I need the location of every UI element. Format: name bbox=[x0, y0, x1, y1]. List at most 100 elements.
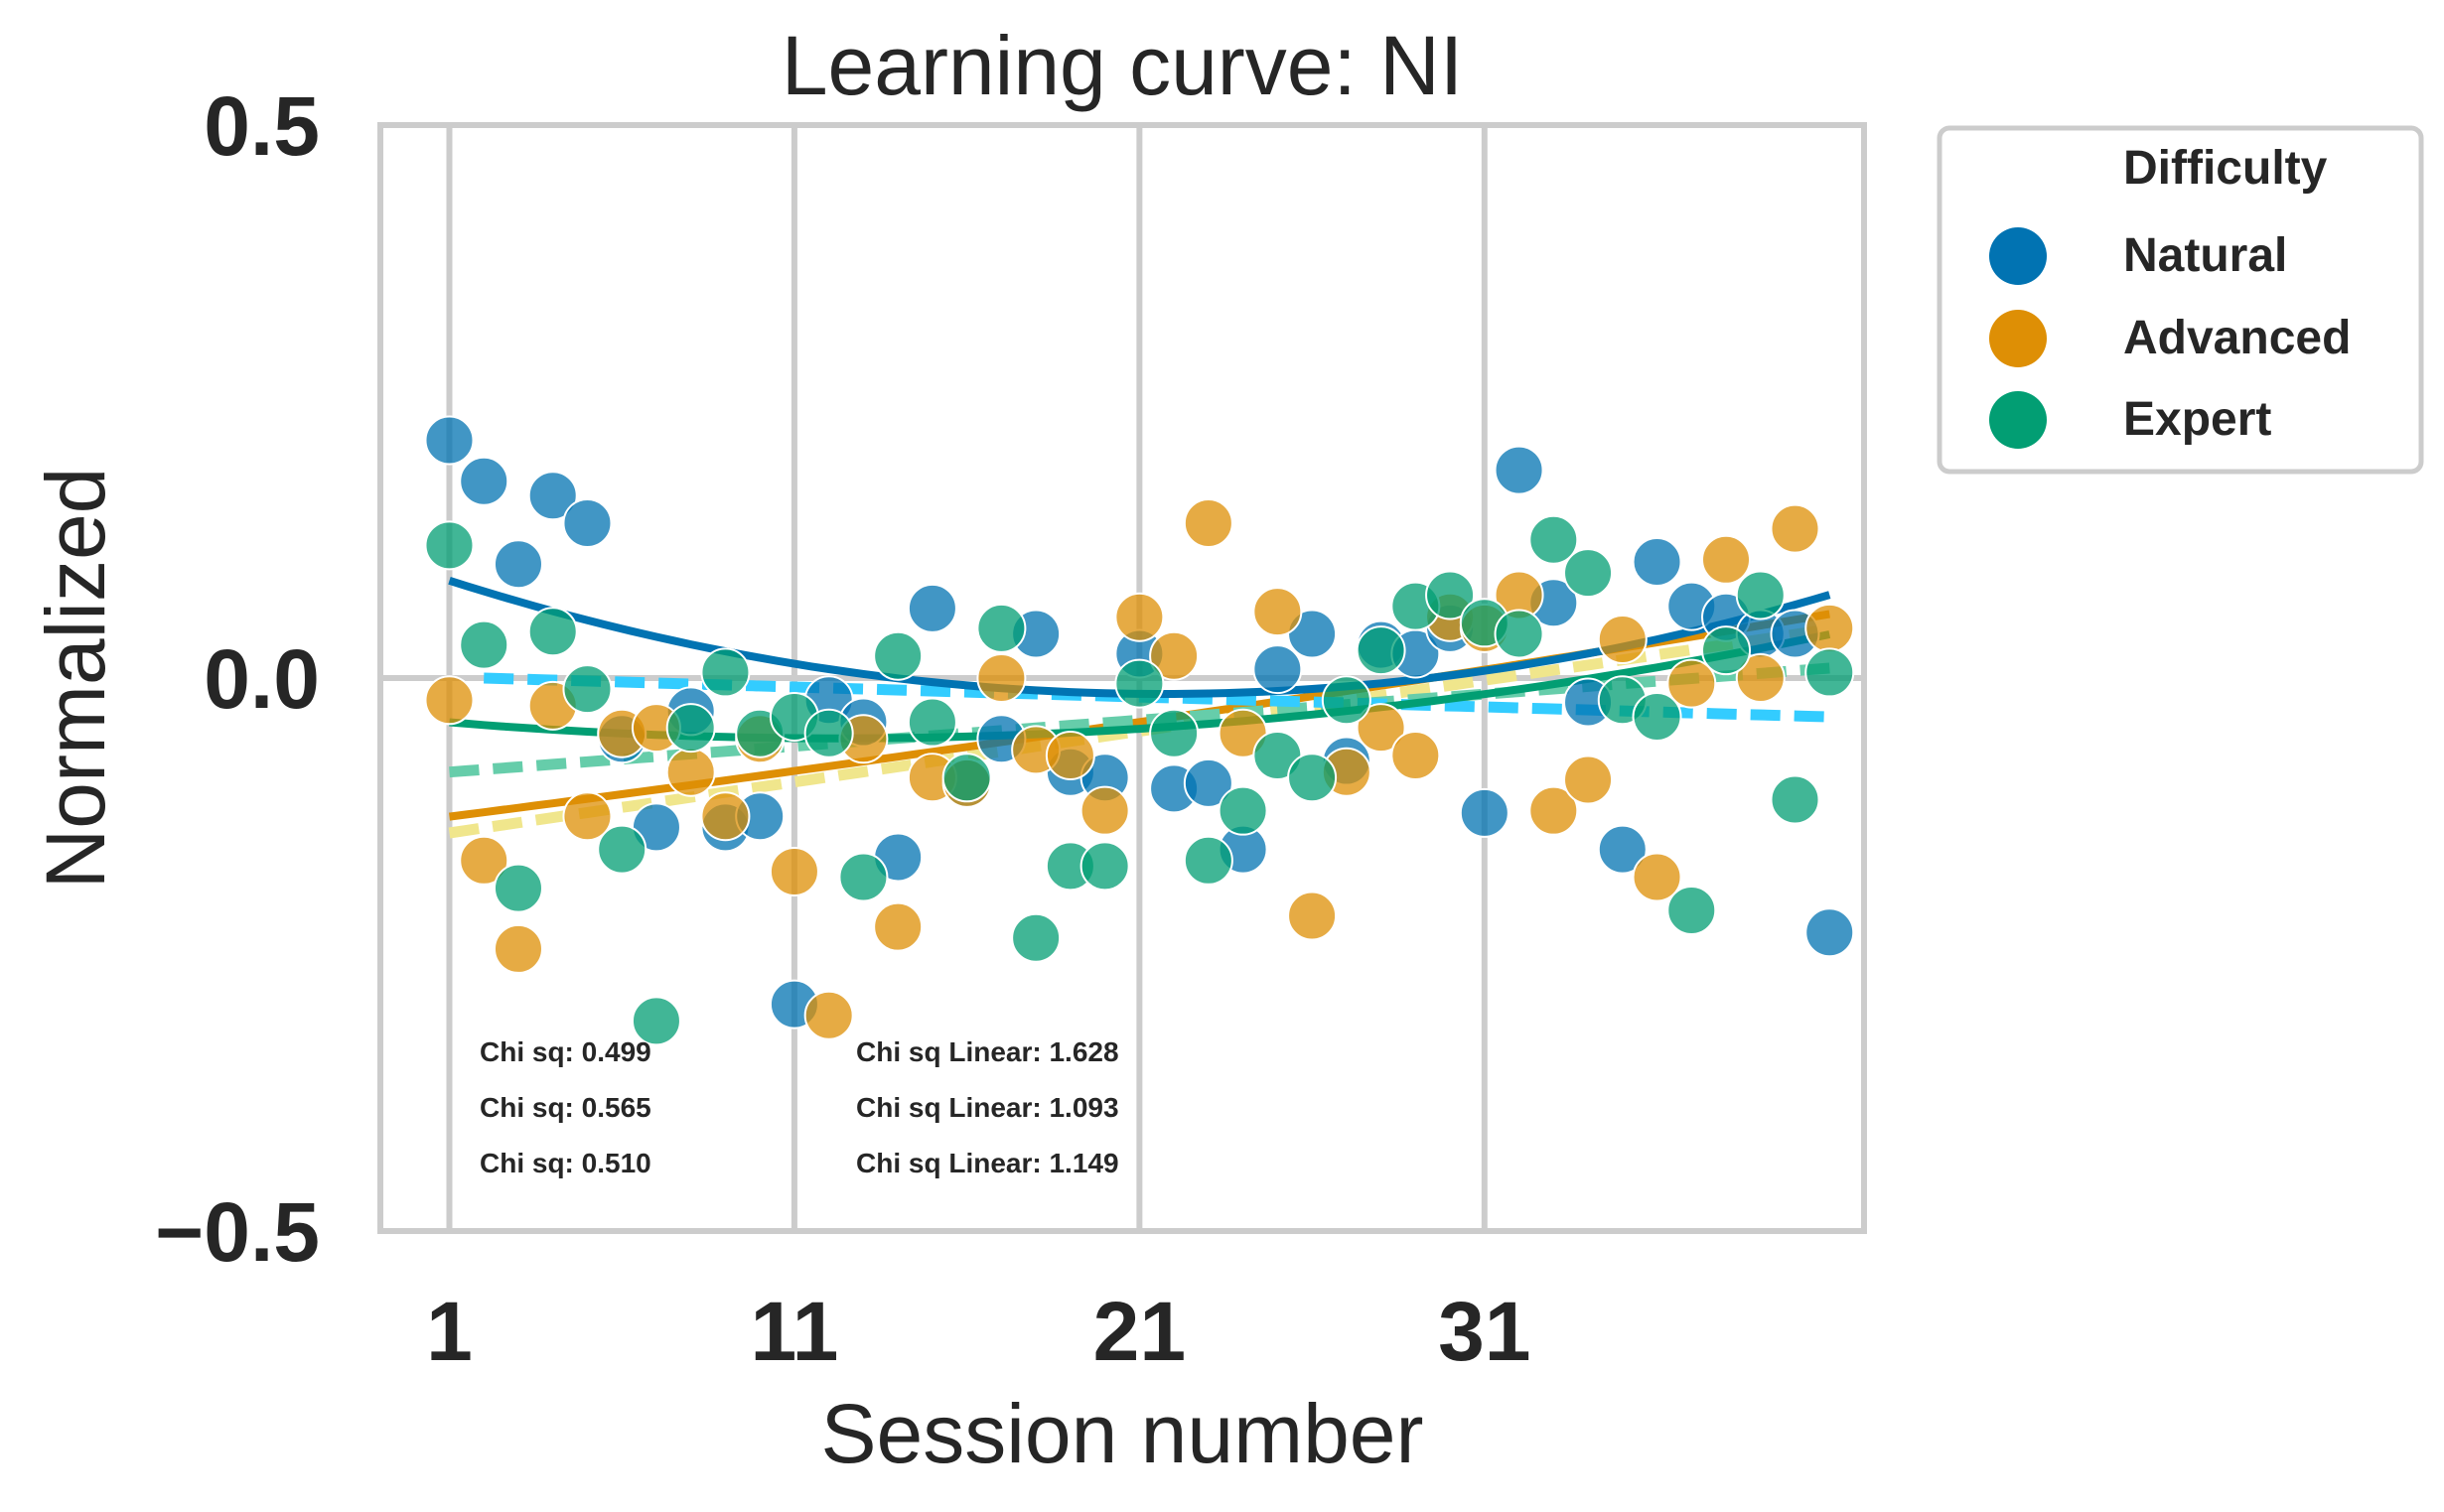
point-expert-15 bbox=[907, 697, 957, 748]
y-tick-label-0-5: 0.5 bbox=[204, 79, 320, 173]
chi-sq-annotations: Chi sq: 0.499 Chi sq: 0.565 Chi sq: 0.51… bbox=[480, 1036, 1119, 1178]
point-expert-39 bbox=[1735, 570, 1786, 620]
point-expert-3 bbox=[493, 863, 543, 913]
point-natural-36 bbox=[1632, 537, 1682, 588]
y-axis-label: Normalized bbox=[29, 468, 122, 890]
legend-label-advanced: Advanced bbox=[2123, 312, 2351, 364]
point-advanced-29 bbox=[1390, 730, 1441, 780]
point-expert-32 bbox=[1494, 609, 1544, 659]
chi-sq-linear-expert: Chi sq Linear: 1.149 bbox=[856, 1148, 1119, 1178]
point-expert-6 bbox=[597, 824, 647, 875]
legend-marker-expert bbox=[1989, 391, 2047, 449]
point-expert-22 bbox=[1149, 708, 1200, 758]
y-tick-label-0: 0.0 bbox=[204, 632, 320, 726]
point-expert-41 bbox=[1804, 647, 1855, 698]
point-advanced-2 bbox=[459, 835, 509, 886]
point-expert-36 bbox=[1632, 691, 1682, 742]
point-expert-23 bbox=[1183, 835, 1233, 886]
point-advanced-22 bbox=[1149, 630, 1200, 681]
point-advanced-37 bbox=[1666, 658, 1717, 709]
point-natural-2 bbox=[459, 456, 509, 506]
point-advanced-23 bbox=[1183, 498, 1233, 549]
chi-sq-expert: Chi sq: 0.510 bbox=[480, 1148, 651, 1178]
point-expert-21 bbox=[1114, 658, 1165, 709]
point-expert-7 bbox=[631, 996, 681, 1046]
x-tick-label-1: 1 bbox=[426, 1285, 473, 1378]
point-expert-33 bbox=[1528, 514, 1579, 565]
x-axis-label: Session number bbox=[821, 1387, 1424, 1480]
chi-sq-advanced: Chi sq: 0.565 bbox=[480, 1092, 651, 1123]
scatter-points bbox=[424, 415, 1855, 1046]
point-advanced-11 bbox=[769, 846, 819, 896]
point-advanced-41 bbox=[1804, 603, 1855, 653]
point-natural-23 bbox=[1183, 757, 1233, 808]
point-advanced-33 bbox=[1528, 785, 1579, 836]
point-advanced-20 bbox=[1079, 785, 1130, 836]
point-natural-4 bbox=[527, 471, 578, 521]
point-expert-28 bbox=[1356, 625, 1406, 676]
point-advanced-8 bbox=[665, 747, 716, 797]
plot-frame bbox=[377, 122, 1867, 1234]
point-natural-32 bbox=[1494, 445, 1544, 495]
chart-title: Learning curve: NI bbox=[782, 19, 1463, 112]
point-advanced-40 bbox=[1770, 503, 1820, 554]
point-natural-15 bbox=[907, 583, 957, 633]
point-natural-5 bbox=[562, 498, 613, 549]
point-natural-3 bbox=[493, 539, 543, 590]
point-expert-40 bbox=[1770, 774, 1820, 825]
point-expert-37 bbox=[1666, 885, 1717, 935]
point-advanced-3 bbox=[493, 923, 543, 974]
point-natural-35 bbox=[1597, 824, 1648, 875]
point-advanced-38 bbox=[1701, 534, 1752, 585]
point-expert-38 bbox=[1701, 625, 1752, 676]
point-expert-30 bbox=[1425, 570, 1476, 620]
chi-sq-linear-advanced: Chi sq Linear: 1.093 bbox=[856, 1092, 1119, 1123]
x-tick-label-21: 21 bbox=[1093, 1285, 1186, 1378]
point-expert-2 bbox=[459, 619, 509, 670]
point-natural-25 bbox=[1252, 644, 1303, 695]
point-natural-1 bbox=[424, 415, 475, 466]
point-expert-17 bbox=[976, 603, 1027, 653]
point-expert-26 bbox=[1287, 753, 1338, 803]
x-tick-label-11: 11 bbox=[751, 1285, 839, 1378]
point-advanced-9 bbox=[700, 791, 751, 842]
axis-tick-labels: 1 11 21 310.50.0−0.5 bbox=[155, 79, 1530, 1378]
point-expert-18 bbox=[1011, 912, 1062, 963]
legend-label-natural: Natural bbox=[2123, 229, 2287, 282]
point-advanced-39 bbox=[1735, 653, 1786, 703]
legend-box bbox=[1937, 125, 2424, 475]
point-advanced-34 bbox=[1563, 755, 1614, 805]
point-expert-8 bbox=[665, 703, 716, 754]
point-advanced-21 bbox=[1114, 592, 1165, 642]
point-expert-12 bbox=[803, 708, 854, 758]
point-expert-20 bbox=[1079, 841, 1130, 892]
legend-label-expert: Expert bbox=[2123, 393, 2271, 446]
point-expert-34 bbox=[1563, 548, 1614, 599]
point-expert-27 bbox=[1321, 675, 1371, 726]
point-expert-13 bbox=[838, 852, 889, 902]
point-natural-41 bbox=[1804, 907, 1855, 958]
point-advanced-36 bbox=[1632, 852, 1682, 902]
point-advanced-35 bbox=[1597, 615, 1648, 665]
point-advanced-26 bbox=[1287, 891, 1338, 941]
point-expert-14 bbox=[873, 630, 924, 681]
point-natural-31 bbox=[1459, 787, 1510, 838]
chi-sq-natural: Chi sq: 0.499 bbox=[480, 1036, 651, 1067]
chi-sq-linear-natural: Chi sq Linear: 1.628 bbox=[856, 1036, 1119, 1067]
point-advanced-28 bbox=[1356, 703, 1406, 754]
legend-marker-advanced bbox=[1989, 310, 2047, 367]
fit-line-linear-advanced bbox=[448, 623, 1831, 839]
legend: Difficulty Natural Advanced Expert bbox=[1937, 125, 2424, 475]
point-advanced-17 bbox=[976, 653, 1027, 703]
point-expert-9 bbox=[700, 647, 751, 698]
point-advanced-12 bbox=[803, 990, 854, 1040]
point-advanced-5 bbox=[562, 791, 613, 842]
point-expert-24 bbox=[1218, 785, 1268, 836]
legend-title: Difficulty bbox=[2123, 142, 2328, 195]
legend-marker-natural bbox=[1989, 227, 2047, 285]
point-advanced-19 bbox=[1045, 730, 1095, 780]
point-expert-5 bbox=[562, 664, 613, 715]
point-expert-4 bbox=[527, 607, 578, 657]
x-tick-label-31: 31 bbox=[1438, 1285, 1530, 1378]
